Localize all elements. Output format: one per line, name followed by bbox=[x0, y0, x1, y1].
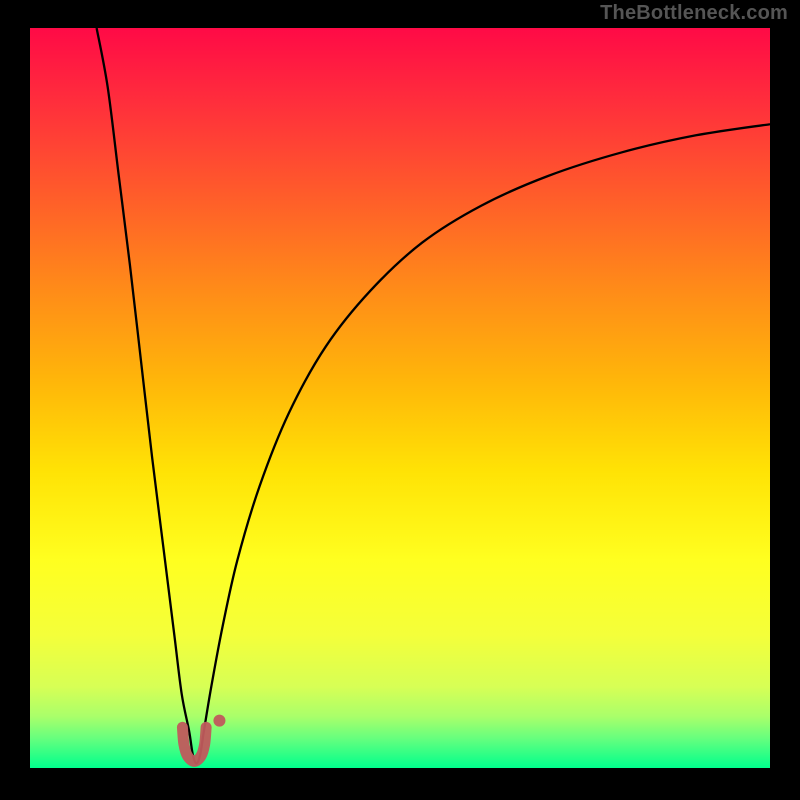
bottleneck-curve bbox=[97, 28, 770, 764]
plot-svg-overlay bbox=[30, 28, 770, 768]
plot-layers bbox=[30, 28, 770, 768]
valley-dot-marker bbox=[213, 715, 225, 727]
chart-canvas: TheBottleneck.com bbox=[0, 0, 800, 800]
watermark-text: TheBottleneck.com bbox=[600, 2, 788, 25]
valley-u-marker bbox=[182, 727, 206, 761]
plot-frame bbox=[30, 28, 770, 768]
